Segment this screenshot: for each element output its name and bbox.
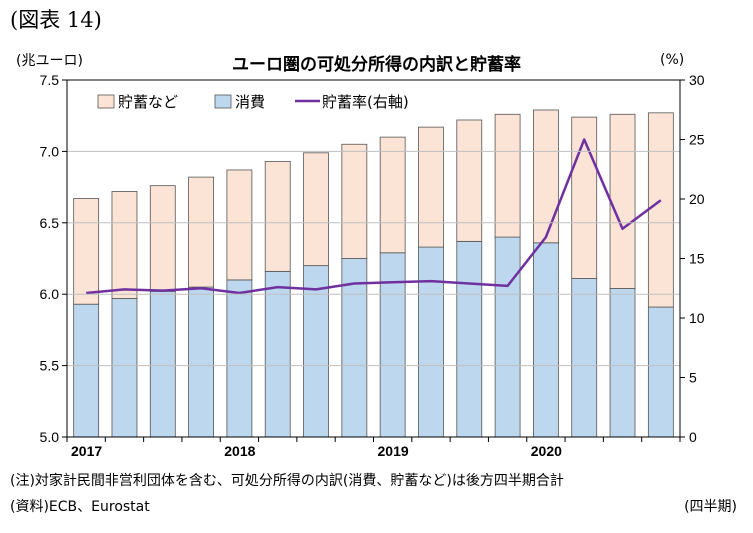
bars-group: [73, 109, 674, 438]
figure-label: (図表 14): [10, 8, 102, 32]
bar-consumption: [494, 236, 521, 438]
bar-consumption: [226, 279, 253, 438]
chart-title: ユーロ圏の可処分所得の内訳と貯蓄率: [232, 55, 521, 75]
bar-consumption: [647, 306, 674, 438]
legend-label-rate: 貯蓄率(右軸): [322, 93, 409, 111]
bar-savings: [226, 169, 253, 281]
left-axis-unit: (兆ユーロ): [16, 53, 83, 69]
left-tick-label: 7.0: [40, 143, 60, 159]
right-tick-label: 10: [689, 310, 705, 326]
bar-consumption: [73, 303, 100, 438]
left-tick-label: 6.5: [40, 215, 60, 231]
savings-rate-line: [86, 138, 662, 295]
bar-consumption: [379, 252, 406, 438]
right-tick-label: 25: [689, 132, 705, 148]
legend-swatch-savings: [97, 94, 115, 109]
x-tick-label: 2020: [531, 443, 562, 459]
x-tick-label: 2018: [224, 443, 255, 459]
bar-savings: [609, 113, 636, 289]
left-tick-label: 5.5: [40, 358, 60, 374]
x-tick-label: 2019: [378, 443, 409, 459]
bar-consumption: [264, 270, 291, 438]
left-tick-label: 6.0: [40, 286, 60, 302]
bar-consumption: [456, 240, 483, 438]
right-tick-label: 5: [689, 370, 697, 386]
footnote: (注)対家計民間非営利団体を含む、可処分所得の内訳(消費、貯蓄など)は後方四半期…: [10, 473, 564, 489]
frequency-note: (四半期): [684, 499, 737, 515]
bar-consumption: [418, 246, 444, 438]
legend: 貯蓄など 消費 貯蓄率(右軸): [97, 93, 409, 111]
bar-savings: [149, 185, 176, 292]
bar-consumption: [188, 286, 214, 438]
right-tick-label: 0: [689, 429, 697, 445]
bar-savings: [341, 143, 368, 259]
bar-savings: [379, 136, 406, 254]
right-tick-label: 20: [689, 191, 705, 207]
legend-label-savings: 貯蓄など: [118, 93, 178, 111]
savings-rate-line-group: [86, 138, 662, 295]
legend-label-consumption: 消費: [235, 93, 265, 111]
bar-savings: [264, 160, 291, 272]
right-tick-label: 15: [689, 251, 705, 267]
bar-savings: [494, 113, 521, 238]
bar-savings: [111, 190, 138, 299]
bar-savings: [533, 109, 559, 244]
bar-savings: [418, 126, 444, 248]
bar-savings: [188, 176, 214, 288]
bar-savings: [647, 112, 674, 308]
right-tick-label: 30: [689, 72, 705, 88]
legend-swatch-consumption: [214, 94, 232, 109]
bar-savings: [303, 152, 329, 267]
bar-consumption: [341, 258, 368, 438]
left-tick-label: 5.0: [40, 429, 60, 445]
bar-savings: [456, 119, 483, 242]
bar-consumption: [571, 278, 598, 438]
source-note: (資料)ECB、Eurostat: [10, 499, 150, 515]
bar-consumption: [303, 265, 329, 438]
x-tick-label: 2017: [71, 443, 102, 459]
bar-consumption: [111, 298, 138, 438]
bar-savings: [571, 116, 598, 279]
left-tick-label: 7.5: [40, 72, 60, 88]
bar-consumption: [609, 288, 636, 438]
bar-consumption: [533, 242, 559, 438]
axes-group: 5.0 5.5 6.0 6.5 7.0 7.5 0 5 10 15 20 25 30 2017 2018 20…: [40, 72, 705, 459]
bar-savings: [73, 198, 100, 305]
right-axis-unit: (%): [660, 52, 685, 68]
bar-consumption: [149, 290, 176, 438]
